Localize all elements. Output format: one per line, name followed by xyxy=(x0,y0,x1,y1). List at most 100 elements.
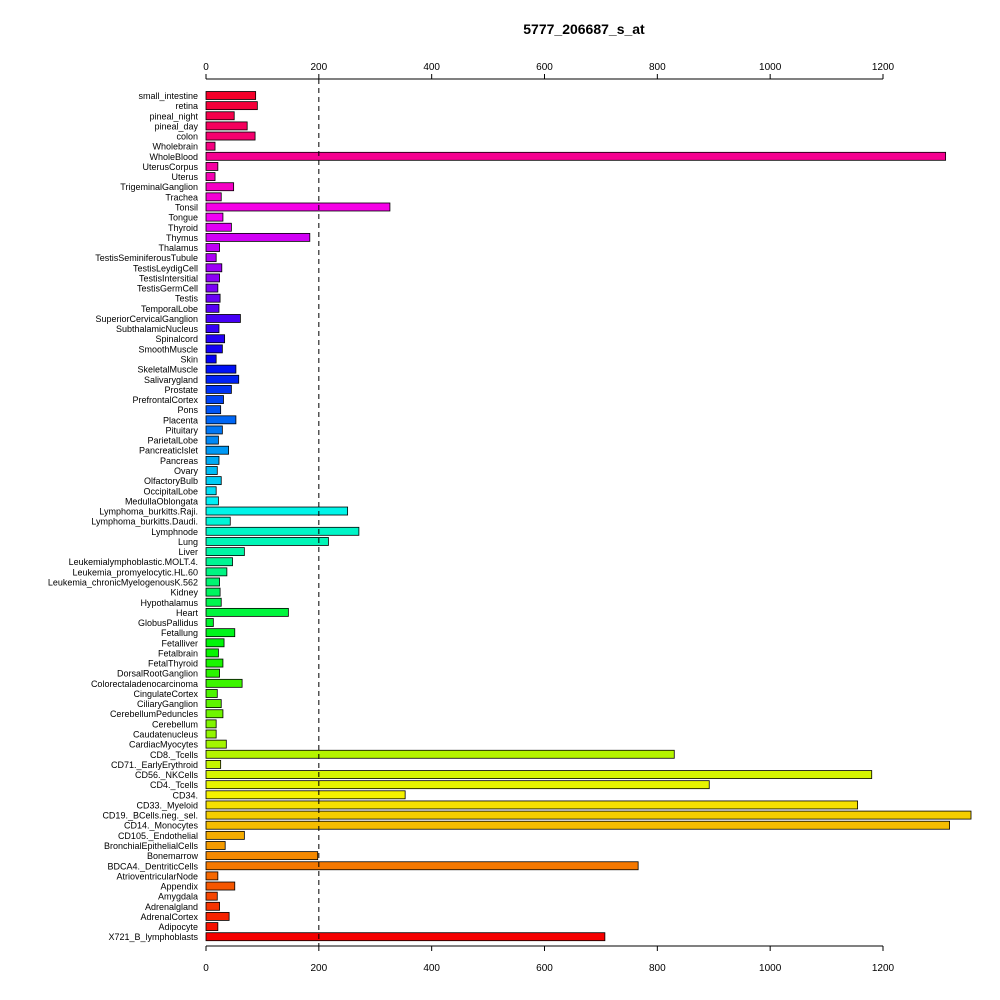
category-label-Caudatenucleus: Caudatenucleus xyxy=(133,730,199,740)
category-label-TestisGermCell: TestisGermCell xyxy=(137,284,198,294)
bar-OlfactoryBulb xyxy=(205,476,222,486)
category-label-colon: colon xyxy=(176,132,198,142)
category-label-TestisLeydigCell: TestisLeydigCell xyxy=(133,263,198,273)
category-label-CD4._Tcells: CD4._Tcells xyxy=(150,780,199,790)
bar-Fetalbrain xyxy=(205,648,219,658)
category-label-pineal_night: pineal_night xyxy=(149,111,198,121)
category-label-Ovary: Ovary xyxy=(174,466,199,476)
category-label-CD34.: CD34. xyxy=(172,790,198,800)
category-label-TestisIntersitial: TestisIntersitial xyxy=(139,273,198,283)
bottom-tick-label-1000: 1000 xyxy=(759,963,782,974)
bar-Cerebellum xyxy=(205,719,217,729)
bar-Heart xyxy=(205,607,289,617)
category-label-Leukemialymphoblastic.MOLT.4.: Leukemialymphoblastic.MOLT.4. xyxy=(69,557,198,567)
bar-TestisSeminiferousTubule xyxy=(205,253,217,263)
bottom-tick-label-600: 600 xyxy=(536,963,553,974)
bar-Pancreas xyxy=(205,455,220,465)
bar-Spinalcord xyxy=(205,334,226,344)
category-label-BronchialEpithelialCells: BronchialEpithelialCells xyxy=(104,841,199,851)
category-label-ParietalLobe: ParietalLobe xyxy=(147,436,198,446)
category-label-CD71._EarlyErythroid: CD71._EarlyErythroid xyxy=(111,760,198,770)
category-label-pineal_day: pineal_day xyxy=(154,121,198,131)
top-tick-label-0: 0 xyxy=(203,62,209,73)
category-label-WholeBlood: WholeBlood xyxy=(149,152,198,162)
bar-Lymphnode xyxy=(205,526,360,536)
category-label-Testis: Testis xyxy=(175,294,199,304)
bar-CD33._Myeloid xyxy=(205,800,859,810)
bar-Bonemarrow xyxy=(205,851,319,861)
category-label-Leukemia_chronicMyelogenousK.562: Leukemia_chronicMyelogenousK.562 xyxy=(48,577,198,587)
category-label-CD105._Endothelial: CD105._Endothelial xyxy=(118,831,198,841)
bar-Thyroid xyxy=(205,222,232,232)
bar-Placenta xyxy=(205,415,237,425)
category-label-Kidney: Kidney xyxy=(170,588,198,598)
bar-Pons xyxy=(205,405,222,415)
top-tick-label-400: 400 xyxy=(423,62,440,73)
category-label-OccipitalLobe: OccipitalLobe xyxy=(143,486,198,496)
bar-Uterus xyxy=(205,172,216,181)
category-label-Heart: Heart xyxy=(176,608,199,618)
category-label-PancreaticIslet: PancreaticIslet xyxy=(139,446,199,456)
category-label-Liver: Liver xyxy=(178,547,198,557)
category-label-CD8._Tcells: CD8._Tcells xyxy=(150,750,199,760)
category-label-Placenta: Placenta xyxy=(163,415,198,425)
category-label-DorsalRootGanglion: DorsalRootGanglion xyxy=(117,669,198,679)
bar-Amygdala xyxy=(205,891,218,901)
chart-title: 5777_206687_s_at xyxy=(523,21,645,37)
category-label-SmoothMuscle: SmoothMuscle xyxy=(138,344,198,354)
bar-pineal_night xyxy=(205,111,235,121)
category-label-Amygdala: Amygdala xyxy=(158,892,198,902)
category-label-Leukemia_promyelocytic.HL.60: Leukemia_promyelocytic.HL.60 xyxy=(72,567,198,577)
bar-Pituitary xyxy=(205,425,223,435)
bar-Trachea xyxy=(205,192,222,202)
bar-ParietalLobe xyxy=(205,435,219,445)
category-label-Lymphoma_burkitts.Raji.: Lymphoma_burkitts.Raji. xyxy=(99,507,198,517)
bar-Colorectaladenocarcinoma xyxy=(205,678,243,688)
category-label-Tonsil: Tonsil xyxy=(175,202,198,212)
category-label-Tongue: Tongue xyxy=(168,213,198,223)
bar-CingulateCortex xyxy=(205,689,218,698)
bar-small_intestine xyxy=(205,91,257,100)
category-label-SuperiorCervicalGanglion: SuperiorCervicalGanglion xyxy=(95,314,198,324)
category-label-Lymphoma_burkitts.Daudi.: Lymphoma_burkitts.Daudi. xyxy=(91,517,198,527)
bar-Kidney xyxy=(205,587,221,597)
bar-CD8._Tcells xyxy=(205,749,675,759)
top-tick-label-800: 800 xyxy=(649,62,666,73)
category-label-Fetalliver: Fetalliver xyxy=(161,638,198,648)
bar-Testis xyxy=(205,293,221,303)
bar-colon xyxy=(205,131,256,141)
bar-X721_B_lymphoblasts xyxy=(205,932,606,942)
bar-Wholebrain xyxy=(205,141,216,151)
bar-Fetallung xyxy=(205,628,236,638)
bar-Adrenalgland xyxy=(205,901,220,911)
bar-BronchialEpithelialCells xyxy=(205,841,226,850)
category-label-Lymphnode: Lymphnode xyxy=(151,527,198,537)
category-label-CardiacMyocytes: CardiacMyocytes xyxy=(129,740,199,750)
bar-Leukemia_promyelocytic.HL.60 xyxy=(205,567,228,577)
category-label-CD14._Monocytes: CD14._Monocytes xyxy=(124,821,199,831)
category-label-Uterus: Uterus xyxy=(171,172,198,182)
bar-SubthalamicNucleus xyxy=(205,324,220,334)
bar-GlobusPallidus xyxy=(205,618,214,627)
category-label-Adipocyte: Adipocyte xyxy=(158,922,198,932)
category-label-X721_B_lymphoblasts: X721_B_lymphoblasts xyxy=(108,932,198,942)
category-label-AtrioventricularNode: AtrioventricularNode xyxy=(116,871,198,881)
top-tick-label-1000: 1000 xyxy=(759,62,782,73)
bar-SuperiorCervicalGanglion xyxy=(205,314,241,323)
category-label-FetalThyroid: FetalThyroid xyxy=(148,659,198,669)
bar-Prostate xyxy=(205,385,232,394)
category-label-Thyroid: Thyroid xyxy=(168,223,198,233)
category-label-CD19._BCells.neg._sel.: CD19._BCells.neg._sel. xyxy=(102,811,198,821)
category-label-Spinalcord: Spinalcord xyxy=(155,334,198,344)
bar-CD4._Tcells xyxy=(205,780,710,790)
bar-Appendix xyxy=(205,881,236,891)
bar-CD105._Endothelial xyxy=(205,830,245,840)
bar-Leukemia_chronicMyelogenousK.562 xyxy=(205,577,220,587)
bar-Leukemialymphoblastic.MOLT.4. xyxy=(205,557,233,567)
category-label-Bonemarrow: Bonemarrow xyxy=(147,851,199,861)
category-label-GlobusPallidus: GlobusPallidus xyxy=(138,618,199,628)
category-label-Pancreas: Pancreas xyxy=(160,456,199,466)
bar-Lung xyxy=(205,537,329,546)
bar-PrefrontalCortex xyxy=(205,395,224,404)
